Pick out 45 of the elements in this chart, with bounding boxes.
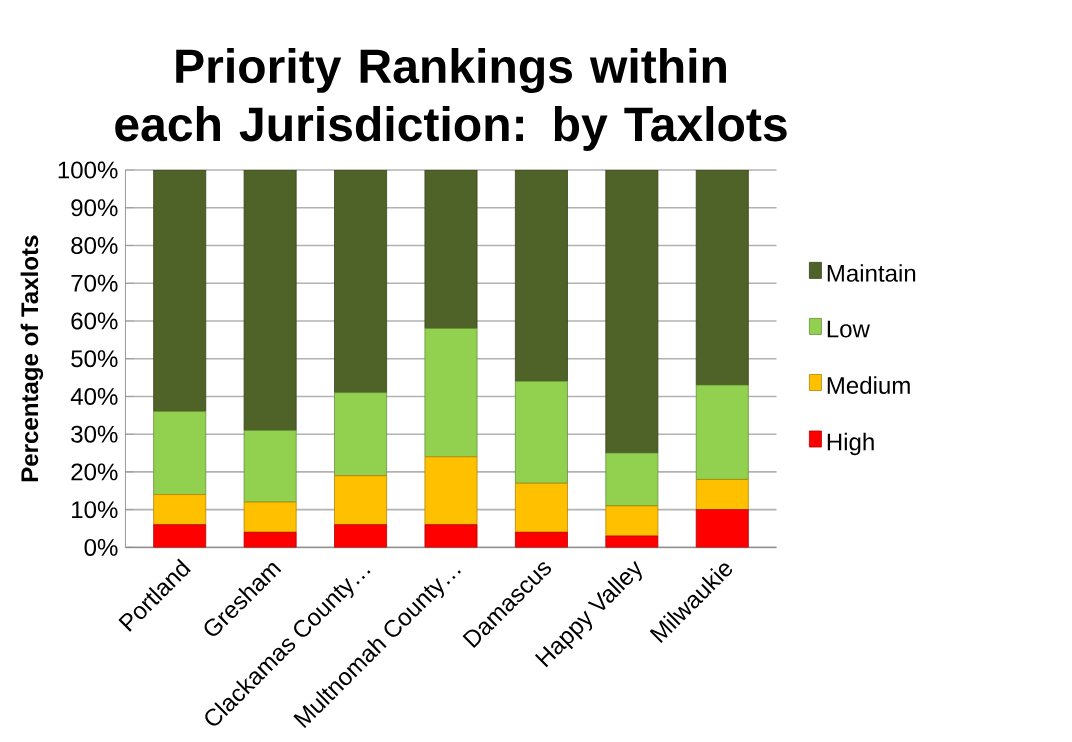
y-tick-label: 0% [84, 538, 118, 556]
chart-title: Priority Rankings within each Jurisdiction: by Taxlots [115, 47, 787, 151]
bar [514, 482, 568, 533]
y-tick-label: 20% [71, 463, 118, 481]
bar [334, 475, 388, 525]
bar [424, 456, 478, 525]
bar [334, 524, 388, 548]
bar [334, 392, 388, 476]
bar [514, 169, 568, 382]
bar [695, 509, 749, 548]
bar [424, 327, 478, 457]
bar [334, 169, 388, 393]
y-tick-label: 50% [71, 349, 118, 367]
y-tick-label: 90% [71, 199, 118, 217]
y-tick-label: 80% [71, 236, 118, 254]
bar [243, 169, 297, 431]
bar [695, 384, 749, 480]
bar [243, 501, 297, 533]
bar [605, 505, 659, 537]
legend-label: High [827, 432, 874, 456]
bar [605, 169, 659, 454]
bar [695, 169, 749, 386]
bar [153, 410, 207, 495]
bar [153, 524, 207, 548]
legend-label: Maintain [827, 263, 916, 282]
bar [514, 531, 568, 548]
bar [605, 452, 659, 507]
bar [695, 478, 749, 510]
legend-label: Low [827, 320, 870, 338]
y-tick-label: 40% [70, 387, 118, 405]
bar [424, 524, 478, 548]
bar [153, 493, 207, 525]
y-tick-label: 60% [71, 312, 118, 330]
y-tick-label: 10% [72, 500, 118, 518]
y-tick-label: 100% [58, 161, 118, 179]
y-axis-title: Percentage of Taxlots [20, 235, 44, 481]
bar [605, 535, 659, 548]
bar [424, 169, 478, 329]
y-tick-label: 30% [71, 425, 118, 443]
bar [514, 380, 568, 484]
bar [243, 429, 297, 503]
bar [243, 531, 297, 548]
y-tick-label: 70% [71, 274, 118, 292]
bar [153, 169, 207, 412]
legend-label: Medium [827, 376, 910, 394]
